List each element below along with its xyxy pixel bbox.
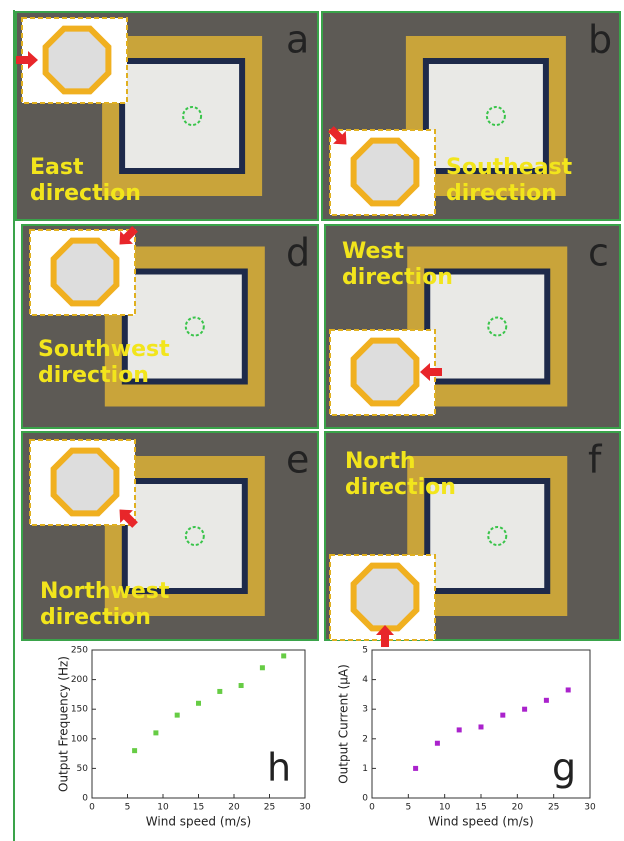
octagon <box>350 337 420 407</box>
x-tick-label: 30 <box>299 803 311 813</box>
marker <box>487 526 508 546</box>
octagon <box>50 447 120 517</box>
direction-label: North <box>345 449 416 474</box>
y-axis-label: Output Current (μA) <box>337 664 351 784</box>
point <box>238 683 244 689</box>
x-tick-label: 0 <box>89 803 95 813</box>
y-tick-label: 0 <box>82 794 88 804</box>
marker <box>182 106 203 126</box>
y-tick-label: 2 <box>362 734 368 744</box>
arrow <box>16 51 38 69</box>
panel-letter: e <box>286 438 309 482</box>
y-tick-label: 5 <box>362 646 368 656</box>
y-tick-label: 250 <box>71 646 88 656</box>
x-tick-label: 10 <box>439 803 451 813</box>
panel-letter: a <box>286 18 309 62</box>
marker <box>184 316 205 337</box>
arrow <box>119 509 138 528</box>
chart-panel-label: g <box>552 746 576 790</box>
direction-label: direction <box>342 265 453 290</box>
marker <box>485 106 506 126</box>
y-tick-label: 50 <box>77 764 89 774</box>
x-tick-label: 15 <box>193 803 204 813</box>
chart-panel-label: h <box>267 746 291 790</box>
direction-label: direction <box>40 605 151 630</box>
point <box>196 700 201 706</box>
breadboard <box>424 268 551 385</box>
octagon <box>350 562 420 632</box>
x-tick-label: 25 <box>548 803 559 813</box>
panel-letter: c <box>588 231 609 275</box>
direction-label: Southwest <box>38 337 170 362</box>
point <box>281 653 287 659</box>
point <box>478 724 484 730</box>
breadboard <box>119 58 246 174</box>
x-tick-label: 20 <box>228 803 240 813</box>
point <box>565 687 571 693</box>
direction-label: direction <box>30 181 141 206</box>
point <box>217 688 223 694</box>
arrow <box>119 226 138 245</box>
octagon <box>350 137 420 207</box>
panel-letter: d <box>286 231 310 275</box>
direction-label: direction <box>446 181 557 206</box>
breadboard <box>121 478 248 594</box>
y-tick-label: 3 <box>362 705 368 715</box>
x-tick-label: 15 <box>475 803 486 813</box>
x-axis-label: Wind speed (m/s) <box>428 815 533 829</box>
y-axis-label: Output Frequency (Hz) <box>57 656 71 792</box>
y-tick-label: 150 <box>71 705 88 715</box>
point <box>259 665 265 671</box>
point <box>522 706 528 712</box>
y-tick-label: 100 <box>71 734 88 744</box>
x-tick-label: 0 <box>369 803 375 813</box>
direction-label: Northwest <box>40 579 170 604</box>
point <box>543 697 549 703</box>
octagon <box>42 25 112 95</box>
octagon <box>50 237 120 307</box>
point <box>456 727 462 733</box>
point <box>500 712 506 718</box>
direction-label: East <box>30 155 84 180</box>
y-tick-label: 0 <box>362 794 368 804</box>
direction-label: West <box>342 239 404 264</box>
breadboard <box>424 478 551 594</box>
y-tick-label: 4 <box>362 675 368 685</box>
breadboard <box>422 58 549 174</box>
point <box>174 712 180 718</box>
arrow <box>420 363 442 381</box>
x-tick-label: 30 <box>584 803 596 813</box>
point <box>413 765 419 771</box>
y-tick-label: 200 <box>71 675 88 685</box>
x-tick-label: 20 <box>512 803 524 813</box>
direction-label: direction <box>38 363 149 388</box>
x-tick-label: 25 <box>264 803 275 813</box>
point <box>434 740 440 746</box>
y-tick-label: 1 <box>362 764 368 774</box>
marker <box>487 316 508 337</box>
point <box>132 748 138 754</box>
x-tick-label: 5 <box>405 803 411 813</box>
arrow <box>376 625 394 647</box>
breadboard <box>121 268 248 385</box>
direction-label: Southeast <box>446 155 573 180</box>
panel-letter: b <box>588 18 612 62</box>
marker <box>184 526 205 546</box>
panel-letter: f <box>588 438 603 482</box>
x-tick-label: 10 <box>157 803 169 813</box>
x-tick-label: 5 <box>125 803 131 813</box>
x-axis-label: Wind speed (m/s) <box>146 815 251 829</box>
direction-label: direction <box>345 475 456 500</box>
point <box>153 730 159 736</box>
arrow <box>328 126 347 145</box>
